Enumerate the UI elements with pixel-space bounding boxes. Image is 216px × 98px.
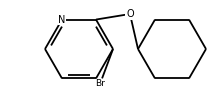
Text: N: N [58,15,66,25]
Text: Br: Br [95,79,105,88]
Text: O: O [126,9,134,19]
